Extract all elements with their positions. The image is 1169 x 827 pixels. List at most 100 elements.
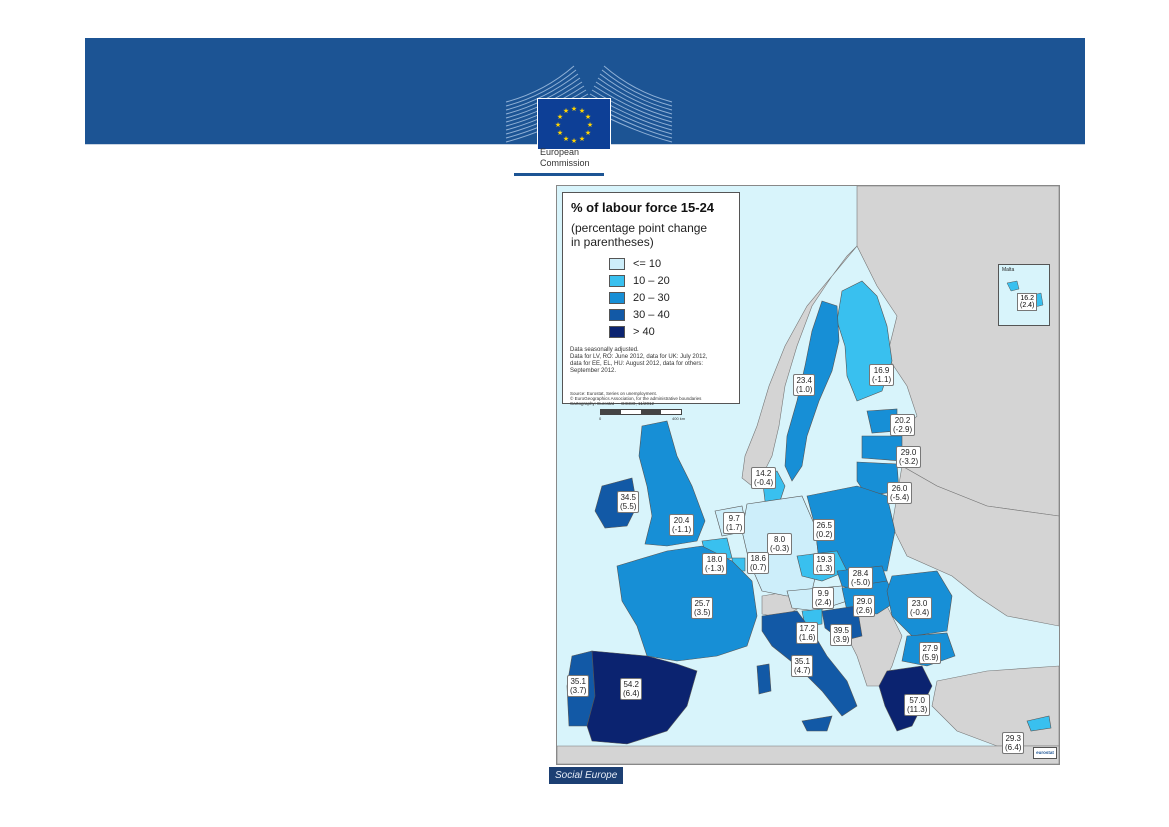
label-change: (6.4) [1005,743,1022,752]
label-change: (1.6) [799,633,816,642]
label-spain: 54.2 (6.4) [620,678,643,700]
label-hungary: 29.0 (2.6) [853,595,876,617]
legend-source: Source: Eurostat, Series on unemployment… [570,391,738,406]
legend-item-20-30: 20 – 30 [609,292,670,305]
label-change: (3.9) [833,635,850,644]
label-value: 17.2 [799,624,816,633]
svg-text:★: ★ [571,137,577,145]
malta-inset-title: Malta [1002,267,1015,273]
country-sicily [801,715,833,732]
legend-source-line: Source: Eurostat, Series on unemployment… [570,391,658,396]
label-slovakia: 28.4 (-5.0) [848,567,874,589]
legend-note-line: Data seasonally adjusted. [570,347,639,353]
legend-swatch [609,258,625,271]
legend-item-gt40: > 40 [609,326,655,339]
label-value: 8.0 [774,535,786,544]
label-italy: 35.1 (4.7) [791,655,814,677]
label-value: 18.0 [706,555,723,564]
label-change: (0.7) [750,563,767,572]
scale-start-label: 0 [599,416,602,421]
legend-item-30-40: 30 – 40 [609,309,670,322]
legend-item-label: 30 – 40 [633,309,670,321]
eu-flag-icon: ★ ★ ★ ★ ★ ★ ★ ★ ★ ★ ★ ★ [537,98,611,150]
label-czechia: 19.3 (1.3) [813,553,836,575]
land-north-africa [557,745,1059,764]
legend-note-line: September 2012. [570,368,617,374]
map-legend: % of labour force 15-24 (percentage poin… [562,192,740,406]
label-change: (-0.4) [754,478,774,487]
svg-text:★: ★ [579,107,585,115]
land-turkey [931,665,1059,747]
label-ireland: 34.5 (5.5) [617,491,640,513]
label-change: (0.2) [816,530,833,539]
svg-text:★: ★ [585,129,591,137]
svg-text:★: ★ [571,105,577,113]
legend-notes: Data seasonally adjusted. Data for LV, R… [570,347,738,375]
label-poland: 26.5 (0.2) [813,519,836,541]
legend-subtitle-line2: in parentheses) [571,235,654,249]
label-value: 54.2 [623,680,640,689]
org-name-underline [514,173,604,176]
label-change: (1.3) [816,564,833,573]
label-change: (-1.1) [872,375,892,384]
svg-text:★: ★ [557,129,563,137]
scale-end-label: 400 km [672,416,686,421]
european-commission-logo: ★ ★ ★ ★ ★ ★ ★ ★ ★ ★ ★ ★ European Commission [504,62,674,182]
malta-change: (2.4) [1020,302,1035,309]
country-sardinia [756,663,772,695]
footer-tag: Social Europe [549,767,624,784]
label-change: (-5.4) [890,493,910,502]
label-change: (-5.0) [851,578,871,587]
label-change: (4.7) [794,666,811,675]
label-latvia: 29.0 (-3.2) [896,446,922,468]
label-value: 9.7 [728,514,740,523]
label-lithuania: 26.0 (-5.4) [887,482,913,504]
label-value: 27.9 [922,644,939,653]
legend-subtitle: (percentage point change in parentheses) [571,221,707,249]
label-belgium: 18.0 (-1.3) [702,553,728,575]
malta-inset: Malta 16.2 (2.4) [998,264,1050,326]
legend-source-line: © EuroGeographics Association, for the a… [570,396,702,401]
svg-text:★: ★ [563,107,569,115]
country-ireland [594,477,638,529]
label-value: 29.3 [1005,734,1022,743]
label-value: 35.1 [570,677,587,686]
label-change: (3.7) [570,686,587,695]
legend-subtitle-line1: (percentage point change [571,221,708,235]
youth-unemployment-map: % of labour force 15-24 (percentage poin… [556,185,1060,765]
organization-name: European Commission [540,147,590,169]
label-value: 14.2 [755,469,772,478]
label-value: 20.2 [894,416,911,425]
label-change: (1.7) [726,523,743,532]
label-change: (6.4) [623,689,640,698]
legend-item-10-20: 10 – 20 [609,275,670,288]
legend-item-label: <= 10 [633,258,662,270]
label-value: 16.9 [873,366,890,375]
malta-value: 16.2 [1020,295,1035,302]
svg-text:★: ★ [557,113,563,121]
label-greece: 57.0 (11.3) [904,694,931,716]
label-value: 18.6 [750,554,767,563]
org-name-line2: Commission [540,158,590,168]
label-germany: 8.0 (-0.3) [767,533,793,555]
label-change: (1.0) [796,385,813,394]
svg-text:★: ★ [579,135,585,143]
label-value: 29.0 [856,597,873,606]
legend-item-label: 20 – 30 [633,292,670,304]
label-change: (-1.3) [705,564,725,573]
legend-note-line: Data for LV, RO: June 2012, data for UK:… [570,354,708,360]
label-luxembourg: 18.6 (0.7) [747,552,770,574]
label-change: (2.6) [856,606,873,615]
label-slovenia: 17.2 (1.6) [796,622,819,644]
land-norway [741,245,858,487]
label-romania: 23.0 (-0.4) [907,597,933,619]
label-sweden: 23.4 (1.0) [793,374,816,396]
label-denmark: 14.2 (-0.4) [751,467,777,489]
legend-source-line: Cartography: Eurostat — GISCO, 11/2012 [570,401,654,406]
label-value: 25.7 [694,599,711,608]
label-value: 20.4 [673,516,690,525]
legend-swatch [609,309,625,322]
label-austria: 9.9 (2.4) [812,587,835,609]
legend-item-le10: <= 10 [609,258,662,271]
label-change: (2.4) [815,598,832,607]
